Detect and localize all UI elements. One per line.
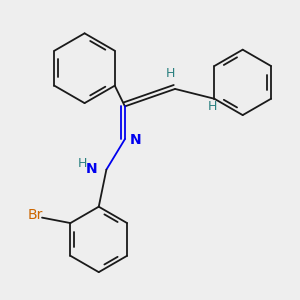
- Text: H: H: [166, 67, 175, 80]
- Text: H: H: [78, 157, 87, 169]
- Text: Br: Br: [28, 208, 43, 222]
- Text: H: H: [208, 100, 217, 113]
- Text: N: N: [86, 161, 98, 176]
- Text: N: N: [129, 133, 141, 147]
